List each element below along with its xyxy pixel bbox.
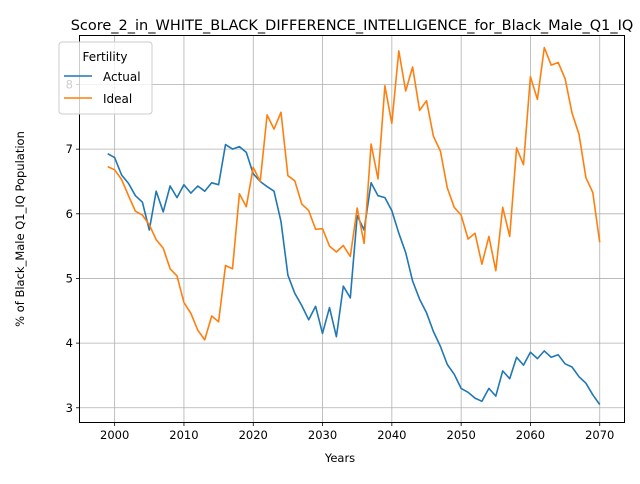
x-axis-label: Years	[324, 451, 355, 465]
x-tick-label: 2010	[169, 428, 198, 442]
y-axis-label: % of Black_Male Q1_IQ Population	[13, 131, 27, 327]
y-tick-label: 6	[66, 207, 73, 221]
y-tick-label: 3	[66, 401, 73, 415]
legend-title: Fertility	[82, 50, 127, 64]
x-tick-label: 2060	[516, 428, 545, 442]
series-line-ideal	[107, 46, 601, 341]
chart-title: Score_2_in_WHITE_BLACK_DIFFERENCE_INTELL…	[71, 18, 634, 34]
legend-box	[58, 41, 153, 115]
x-tick-label: 2040	[377, 428, 406, 442]
legend-label-ideal: Ideal	[103, 92, 132, 106]
legend: Fertility Actual Ideal	[58, 41, 153, 115]
x-tick-label: 2070	[585, 428, 614, 442]
legend-label-actual: Actual	[103, 70, 141, 84]
plot-frame	[79, 35, 625, 423]
x-tick-label: 2050	[447, 428, 476, 442]
x-tick-label: 2000	[100, 428, 129, 442]
series-line-actual	[107, 143, 601, 405]
y-tick-label: 5	[66, 271, 73, 285]
x-tick-label: 2030	[308, 428, 337, 442]
y-tick-label: 7	[66, 142, 73, 156]
x-axis-ticks: 2000 2010 2020 2030 2040 2050 2060 2070	[100, 422, 614, 442]
y-tick-label: 4	[66, 336, 73, 350]
series-lines	[107, 46, 601, 405]
x-tick-label: 2020	[239, 428, 268, 442]
